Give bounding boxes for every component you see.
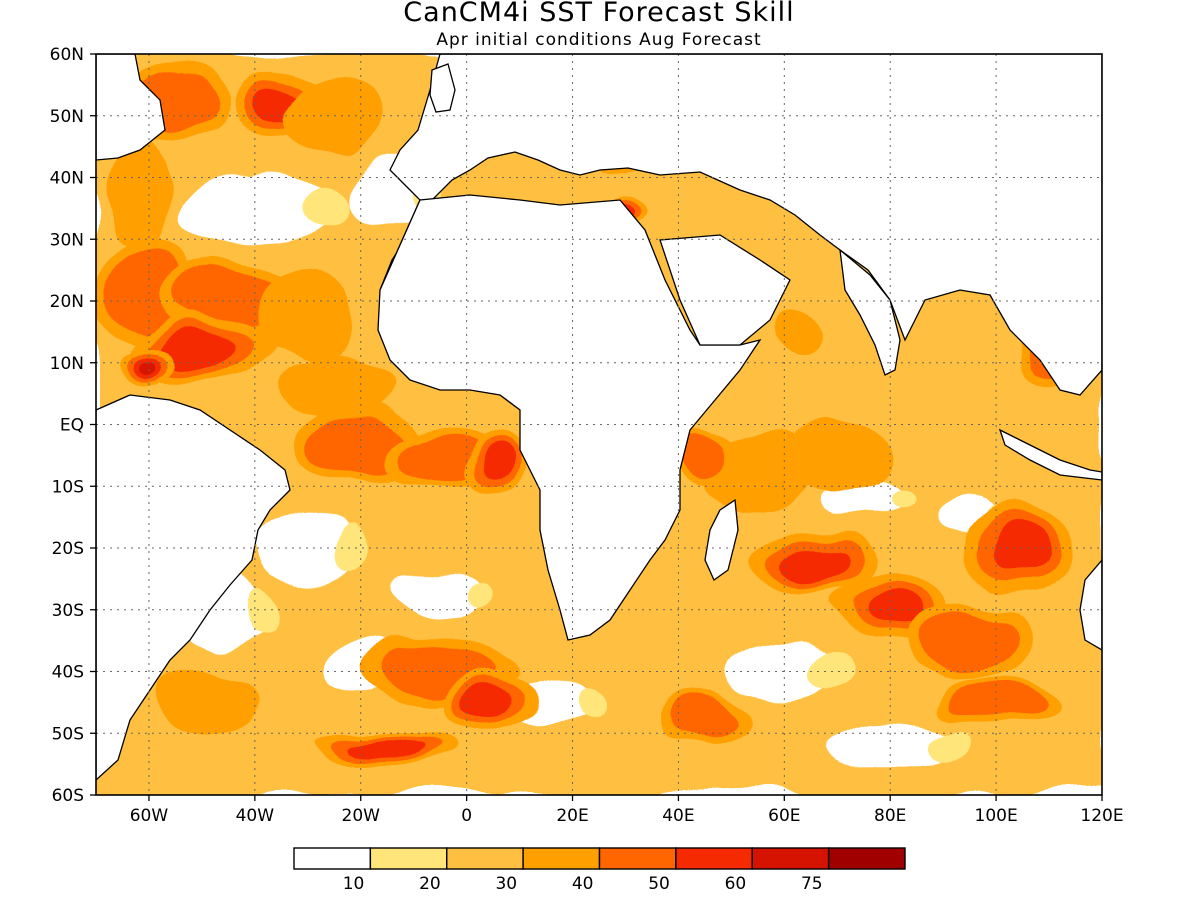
lon-tick-label: 20W [342,806,381,826]
colorbar-swatch [369,847,448,870]
colorbar-label: 10 [343,874,365,894]
skill-region [345,735,429,756]
lon-tick-label: 60W [130,806,169,826]
africa-landmass [377,194,762,641]
low-skill-region-edge [887,487,917,510]
india-peninsula [839,248,901,376]
australia-edge [1079,558,1102,651]
lat-tick-label: 10N [50,354,84,374]
skill-region [784,418,891,493]
lat-tick-label: 20S [52,539,84,559]
lat-tick-label: 10S [52,477,84,497]
colorbar-swatch [293,847,372,870]
lat-tick-label: 30S [52,601,84,621]
map-subtitle: Apr initial conditions Aug Forecast [436,30,761,50]
skill-region [254,263,361,363]
colorbar-swatch [675,847,753,870]
lat-tick-label: 60S [52,786,84,806]
colorbar-label: 75 [801,874,823,894]
madagascar-island [704,498,739,581]
lon-tick-label: 40W [236,806,275,826]
arabian-peninsula [659,234,791,346]
lat-tick-label: 60N [50,45,84,65]
axes: 60N 50N 40N 30N 20N 10N EQ 10S 20S 30S 40S 50S 60S 60… [50,45,1124,826]
skill-region [311,414,411,472]
low-skill-region-edge [925,730,970,761]
lon-tick-label: 120E [1080,806,1123,826]
lat-tick-label: 20N [50,292,84,312]
skill-region [680,431,730,480]
skill-region [775,543,847,578]
colorbar: 10 20 30 40 50 60 75 [293,847,906,894]
low-skill-region [826,720,954,771]
colorbar-label: 40 [572,874,594,894]
skill-region [663,701,747,741]
skill-region [160,333,244,368]
skill-region [106,134,171,246]
maritime-continent-islands [998,428,1102,481]
land-masses [96,54,1102,781]
lon-tick-label: 20E [556,806,588,826]
low-skill-region-edge [463,582,494,613]
low-skill-region-edge [245,587,269,632]
colorbar-label: 20 [419,874,441,894]
skill-region [148,665,255,740]
low-skill-region-edge [569,687,599,718]
colorbar-swatch [827,847,906,870]
skill-region [854,589,926,631]
colorbar-label: 30 [495,874,517,894]
skill-region [768,307,822,357]
colorbar-swatch [446,847,524,870]
colorbar-swatch [751,847,830,870]
lon-tick-label: 80E [874,806,906,826]
plot-area [96,54,1102,795]
skill-region [469,685,517,720]
colorbar-label: 50 [648,874,670,894]
skill-region [398,431,482,480]
lon-tick-label: 40E [662,806,694,826]
colorbar-label: 60 [725,874,747,894]
colorbar-swatch [598,847,677,870]
skill-region [946,683,1046,722]
lat-tick-label: 40S [52,663,84,683]
lat-tick-label: 40N [50,169,84,189]
lat-tick-label: 30N [50,230,84,250]
british-isles [429,63,456,113]
lat-tick-label: 50S [52,724,84,744]
lon-tick-label: 100E [975,806,1018,826]
north-america-landmass [96,54,166,161]
lat-tick-label: EQ [60,416,84,436]
colorbar-swatch [522,847,601,870]
lon-tick-label: 0 [461,806,472,826]
lat-lon-grid [96,54,1102,795]
skill-region [281,356,388,419]
skill-region [920,611,1020,670]
lon-tick-label: 60E [768,806,800,826]
skill-region [475,444,511,479]
lat-tick-label: 50N [50,107,84,127]
map-title: CanCM4i SST Forecast Skill [403,0,794,28]
skill-region [992,520,1053,576]
low-skill-region-edge [295,186,348,231]
